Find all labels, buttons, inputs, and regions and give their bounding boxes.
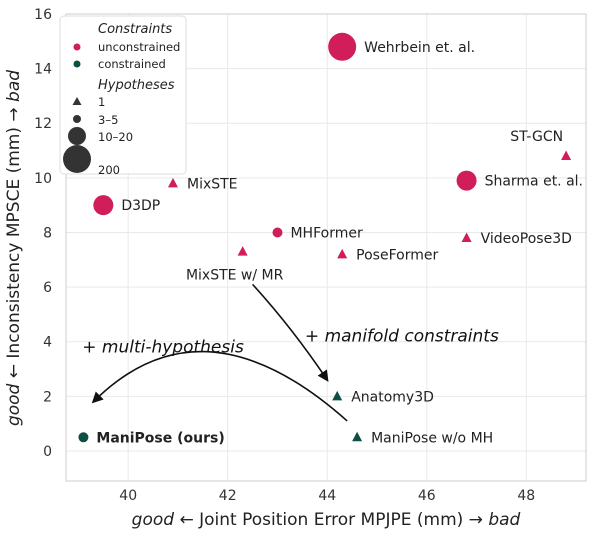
point-marker-triangle: [337, 248, 348, 259]
x-axis-label: good ← Joint Position Error MPJPE (mm) →…: [132, 510, 521, 530]
point-marker-circle: [78, 432, 89, 443]
data-points: Wehrbein et. al. ST-GCN Sharma et. al. MixS…: [78, 32, 583, 446]
point-label: MHFormer: [290, 225, 362, 241]
point-label: ManiPose (ours): [96, 430, 224, 446]
annotations: + manifold constraints + multi-hypothesis: [82, 327, 499, 358]
y-tick-label: 2: [43, 389, 52, 405]
annotation-text: + multi-hypothesis: [82, 338, 244, 358]
point-label: Wehrbein et. al.: [364, 40, 475, 56]
y-tick-label: 0: [43, 444, 52, 460]
legend: Constraints unconstrained constrained Hy…: [59, 15, 187, 177]
legend-triangle-marker-1: [72, 97, 82, 105]
x-tick-label: 42: [219, 488, 237, 504]
point-marker-triangle: [167, 177, 178, 188]
y-axis-arrow-left: ←: [4, 359, 24, 379]
point-marker-circle: [272, 227, 283, 238]
point-label: D3DP: [121, 198, 160, 214]
legend-circle-marker-3-5: [73, 115, 81, 123]
legend-constrained-label: constrained: [98, 57, 166, 71]
point-marker-circle: [456, 170, 477, 191]
y-axis-label-bad: bad: [4, 70, 24, 102]
point-marker-triangle: [561, 150, 572, 161]
annotation-arrow: [252, 283, 329, 382]
data-point-sharma-et-al: Sharma et. al.: [456, 170, 583, 191]
data-point-mixste-w-mr: MixSTE w/ MR: [186, 246, 284, 284]
data-point-mhformer: MHFormer: [272, 225, 363, 241]
legend-unconstrained-label: unconstrained: [98, 40, 180, 54]
data-point-poseformer: PoseFormer: [337, 247, 438, 263]
legend-hyp-10-20-label: 10–20: [98, 130, 133, 144]
y-tick-label: 14: [34, 62, 52, 78]
x-tick-label: 48: [517, 488, 535, 504]
annotation-arrow: [91, 350, 348, 422]
point-marker-triangle: [332, 390, 343, 401]
legend-hyp-3-5-label: 3–5: [98, 113, 118, 127]
y-axis-label: good ← Inconsistency MPSCE (mm) → bad: [4, 70, 24, 426]
legend-circle-marker-10-20: [68, 127, 86, 145]
point-label: MixSTE: [187, 176, 238, 192]
data-point-manipose-w-o-mh: ManiPose w/o MH: [352, 430, 493, 446]
y-tick-label: 10: [34, 171, 52, 187]
y-tick-label: 16: [34, 7, 52, 23]
legend-box: [59, 15, 187, 175]
x-axis-label-good: good: [132, 510, 175, 530]
y-axis-arrow-right: →: [4, 102, 24, 122]
y-tick-labels: 0 2 4 6 8 10 12 14 16: [34, 7, 52, 460]
point-marker-triangle: [237, 246, 248, 256]
y-tick-label: 6: [43, 280, 52, 296]
x-axis-label-text: Joint Position Error MPJPE (mm): [198, 510, 463, 530]
x-tick-labels: 40 42 44 46 48: [119, 488, 535, 504]
point-label: Sharma et. al.: [485, 174, 583, 190]
point-marker-triangle: [461, 232, 472, 242]
point-marker-triangle: [352, 431, 363, 442]
legend-circle-marker-200: [63, 145, 91, 173]
point-marker-circle: [328, 32, 357, 61]
annotation-arrows: [91, 283, 348, 422]
legend-hyp-1-label: 1: [98, 95, 105, 109]
legend-hyp-200-label: 200: [98, 163, 120, 177]
point-label: MixSTE w/ MR: [186, 268, 284, 284]
y-tick-label: 8: [43, 225, 52, 241]
data-point-wehrbein-et-al: Wehrbein et. al.: [328, 32, 475, 61]
data-point-anatomy3d: Anatomy3D: [332, 389, 434, 405]
y-tick-label: 12: [34, 116, 52, 132]
data-point-videopose3d: VideoPose3D: [461, 231, 572, 247]
point-label: Anatomy3D: [351, 389, 434, 405]
point-marker-circle: [93, 195, 114, 216]
data-point-d3dp: D3DP: [93, 195, 160, 216]
annotation-text: + manifold constraints: [305, 327, 499, 347]
point-label: VideoPose3D: [481, 231, 572, 247]
x-tick-label: 46: [418, 488, 436, 504]
x-tick-label: 44: [318, 488, 336, 504]
point-label: PoseFormer: [356, 247, 438, 263]
point-label: ST-GCN: [510, 129, 563, 145]
data-point-manipose-ours: ManiPose (ours): [78, 430, 225, 446]
plot-frame: [65, 13, 587, 482]
y-axis-label-good: good: [4, 383, 24, 426]
x-axis-arrow-left: ←: [179, 510, 199, 530]
y-tick-label: 4: [43, 335, 52, 351]
x-axis-label-bad: bad: [488, 510, 520, 530]
x-axis-arrow-right: →: [469, 510, 489, 530]
legend-constrained-marker: [73, 60, 81, 68]
y-axis-label-text: Inconsistency MPSCE (mm): [4, 127, 24, 359]
legend-unconstrained-marker: [73, 43, 81, 51]
x-tick-label: 40: [119, 488, 137, 504]
legend-constraints-title: Constraints: [98, 22, 172, 37]
data-point-mixste: MixSTE: [167, 176, 238, 192]
data-point-st-gcn: ST-GCN: [510, 129, 572, 161]
point-label: ManiPose w/o MH: [371, 430, 493, 446]
legend-hypotheses-title: Hypotheses: [98, 78, 175, 93]
